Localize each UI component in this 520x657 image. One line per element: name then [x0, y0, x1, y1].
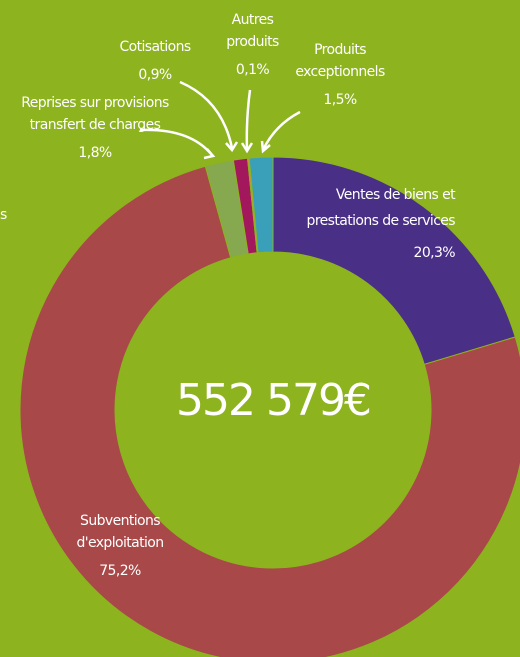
slice-label: Cotisations 0,9% — [95, 36, 215, 86]
category-name: Cotisations — [119, 39, 191, 55]
label-fragment: s — [0, 207, 7, 223]
value-label: 75,2% — [99, 563, 141, 579]
arrowhead — [240, 142, 254, 154]
slice-label: Reprises sur provisions transfert de cha… — [0, 92, 190, 164]
arrow — [245, 89, 252, 151]
category-name: Ventes de biens et prestations de servic… — [306, 187, 456, 229]
slice — [248, 156, 274, 254]
value-label: 0,9% — [138, 67, 172, 83]
arrowhead — [260, 140, 271, 154]
center-label: 552 579€ — [176, 375, 372, 426]
arrow — [261, 110, 301, 151]
arrow — [179, 80, 234, 149]
value-label: 20,3% — [413, 245, 456, 261]
value-label: 0,1% — [235, 62, 270, 78]
arrowhead — [203, 148, 216, 160]
value-label: 1,5% — [323, 92, 357, 108]
slice-label: Ventes de biens et prestations de servic… — [290, 182, 456, 266]
value-label: 1,8% — [78, 145, 112, 161]
slice — [19, 165, 520, 657]
slice-label: Autres produits 0,1% — [205, 9, 300, 81]
arrowhead — [225, 141, 239, 153]
arrows — [139, 80, 301, 160]
category-name: Reprises sur provisions transfert de cha… — [21, 95, 169, 133]
category-name: Produits exceptionnels — [295, 42, 385, 80]
slice-label: Produits exceptionnels 1,5% — [280, 39, 400, 111]
slice — [272, 156, 516, 366]
category-name: Subventions d'exploitation — [76, 513, 164, 551]
slice-label: Subventions d'exploitation 75,2% — [45, 510, 195, 582]
category-name: Autres produits — [226, 12, 279, 50]
